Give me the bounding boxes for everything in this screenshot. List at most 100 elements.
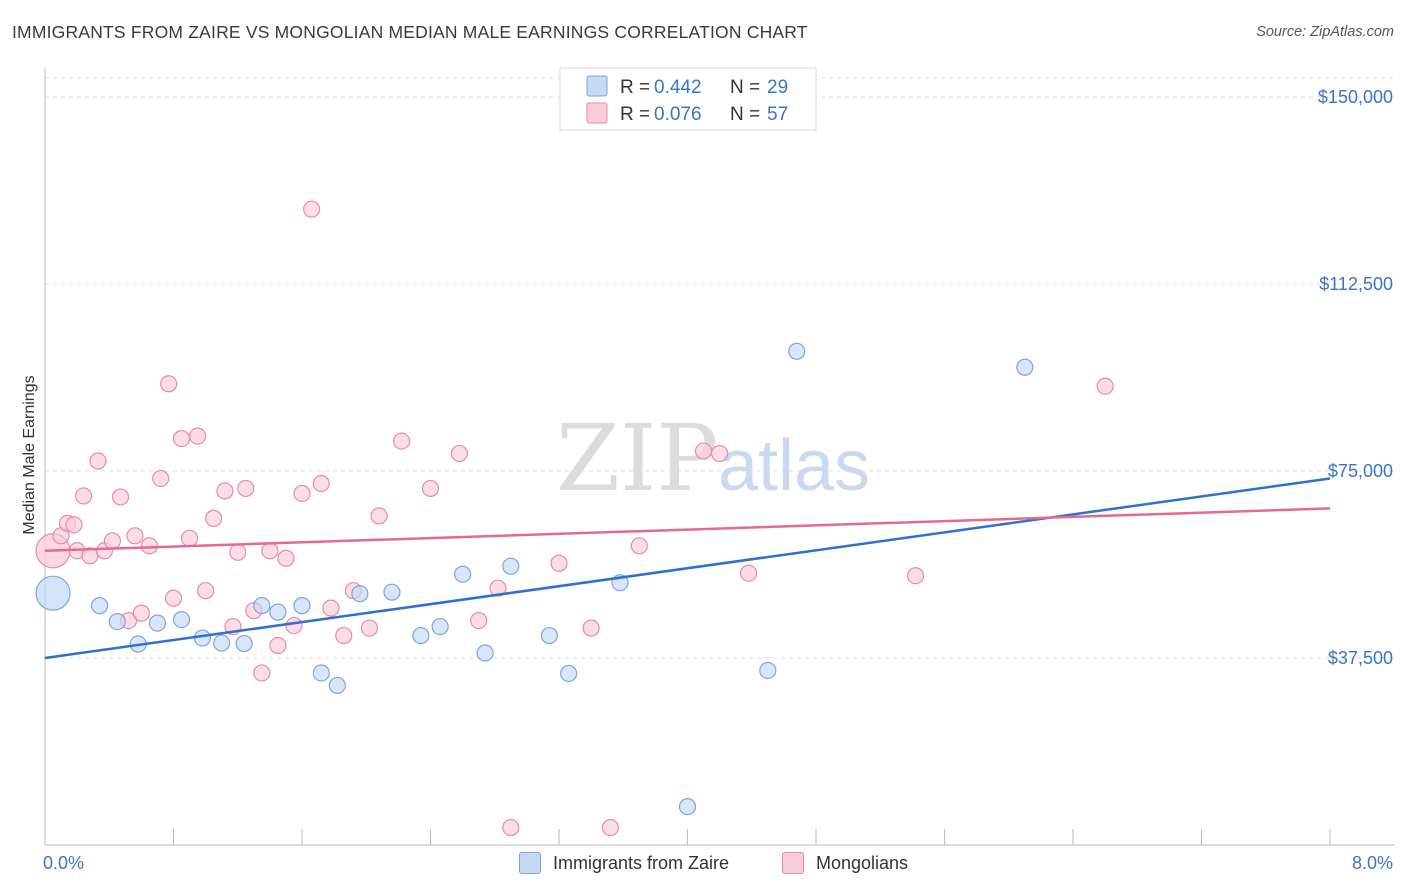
mongolians-point-5 xyxy=(74,487,93,505)
zaire-point-9 xyxy=(253,597,271,615)
zaire-point-12 xyxy=(312,664,330,682)
legend-n-value-zaire: 29 xyxy=(767,77,788,98)
mongolians-point-40 xyxy=(370,507,388,525)
mongolians-point-29 xyxy=(261,542,279,560)
y-tick-label-3: $150,000 xyxy=(1318,87,1393,107)
mongolians-point-26 xyxy=(237,479,255,498)
zaire-point-2 xyxy=(108,612,126,631)
zaire-point-5 xyxy=(172,611,191,629)
mongolians-point-54 xyxy=(906,567,925,585)
mongolians-point-55 xyxy=(1096,377,1114,395)
trend-lines xyxy=(44,477,1331,660)
zaire-point-24 xyxy=(678,798,697,816)
chart-title: IMMIGRANTS FROM ZAIRE VS MONGOLIAN MEDIA… xyxy=(12,22,808,42)
legend-n-value-mongolians: 57 xyxy=(767,104,788,125)
zaire-point-13 xyxy=(328,676,346,695)
mongolians-point-44 xyxy=(470,611,488,630)
watermark-zip: ZIP xyxy=(556,405,718,512)
zaire-point-18 xyxy=(454,565,472,583)
zaire-point-27 xyxy=(1016,358,1034,376)
legend-swatch-mongolians xyxy=(586,102,608,124)
mongolians-point-47 xyxy=(550,554,568,572)
x-tick-label-max: 8.0% xyxy=(1352,853,1393,873)
mongolians-point-33 xyxy=(293,484,311,503)
zaire-point-10 xyxy=(269,603,287,621)
zaire-point-19 xyxy=(476,644,494,662)
mongolians-point-37 xyxy=(335,626,353,645)
zaire-point-26 xyxy=(788,342,806,360)
source-note: Source: ZipAtlas.com xyxy=(1256,24,1394,40)
mongolians-point-51 xyxy=(694,442,713,460)
mongolians-point-23 xyxy=(216,482,234,500)
zaire-point-11 xyxy=(293,597,311,615)
bottom-legend-label-mongolians: Mongolians xyxy=(816,852,909,873)
mongolians-point-52 xyxy=(711,444,729,463)
x-tick-labels: 0.0% 8.0% xyxy=(43,853,1393,873)
mongolians-point-45 xyxy=(489,579,507,597)
gridlines xyxy=(45,77,1395,659)
legend-n-label-mongolians: N = xyxy=(730,104,760,125)
legend-r-label-zaire: R = xyxy=(620,77,650,98)
mongolians-point-42 xyxy=(421,479,440,498)
bottom-legend-swatch-zaire xyxy=(519,852,541,874)
mongolians-point-3 xyxy=(65,516,83,534)
mongolians-point-16 xyxy=(160,375,178,393)
y-tick-label-0: $37,500 xyxy=(1328,648,1393,668)
mongolians-point-35 xyxy=(312,474,330,493)
legend-swatch-zaire xyxy=(586,75,608,97)
bottom-legend: Immigrants from Zaire Mongolians xyxy=(0,850,1406,878)
legend-r-label-mongolians: R = xyxy=(620,104,650,125)
mongolians-point-21 xyxy=(197,582,215,600)
mongolians-point-17 xyxy=(164,589,183,607)
y-tick-label-1: $75,000 xyxy=(1328,461,1393,481)
mongolians-point-25 xyxy=(229,543,247,561)
zaire-point-20 xyxy=(502,557,520,575)
zaire-point-17 xyxy=(431,617,449,636)
zaire-point-6 xyxy=(193,629,212,647)
axes xyxy=(44,68,1395,846)
legend-n-label-zaire: N = xyxy=(730,77,760,98)
zaire-point-21 xyxy=(540,626,558,645)
mongolians-points xyxy=(35,200,1114,837)
mongolians-point-36 xyxy=(322,599,340,617)
mongolians-point-34 xyxy=(303,200,321,218)
mongolians-point-19 xyxy=(180,529,199,547)
mongolians-point-43 xyxy=(450,444,469,463)
zaire-point-0 xyxy=(35,575,71,611)
zaire-point-8 xyxy=(235,634,253,653)
mongolians-point-13 xyxy=(132,604,150,622)
mongolians-point-39 xyxy=(360,619,379,637)
zaire-points xyxy=(35,342,1034,816)
mongolians-point-46 xyxy=(502,818,520,837)
mongolians-point-9 xyxy=(103,532,122,550)
zaire-point-15 xyxy=(383,583,401,601)
y-tick-labels: $37,500 $75,000 $112,500 $150,000 xyxy=(1318,87,1393,668)
mongolians-point-49 xyxy=(601,818,620,837)
mongolians-trend-line xyxy=(44,507,1331,553)
zaire-point-16 xyxy=(412,626,430,645)
x-tick-label-min: 0.0% xyxy=(43,853,84,873)
mongolians-point-18 xyxy=(172,429,191,448)
mongolians-point-32 xyxy=(285,616,303,635)
bottom-legend-item-zaire: Immigrants from Zaire xyxy=(519,852,729,874)
mongolians-point-28 xyxy=(253,664,271,682)
mongolians-point-50 xyxy=(630,537,648,555)
mongolians-point-53 xyxy=(739,564,758,582)
mongolians-point-41 xyxy=(392,432,411,450)
mongolians-point-10 xyxy=(111,488,130,506)
zaire-point-25 xyxy=(759,661,777,680)
mongolians-point-30 xyxy=(269,636,287,655)
mongolians-point-31 xyxy=(277,549,295,567)
legend-r-value-mongolians: 0.076 xyxy=(654,104,702,125)
legend-box: R = 0.442 N = 29 R = 0.076 N = 57 xyxy=(559,67,817,131)
bottom-legend-label-zaire: Immigrants from Zaire xyxy=(553,852,730,873)
zaire-point-14 xyxy=(351,585,369,603)
zaire-point-4 xyxy=(148,614,167,632)
mongolians-point-20 xyxy=(188,427,207,445)
mongolians-point-48 xyxy=(582,619,600,637)
zaire-point-7 xyxy=(213,634,231,652)
mongolians-point-7 xyxy=(89,452,107,470)
watermark-atlas: atlas xyxy=(718,426,870,506)
zaire-point-22 xyxy=(560,664,578,683)
